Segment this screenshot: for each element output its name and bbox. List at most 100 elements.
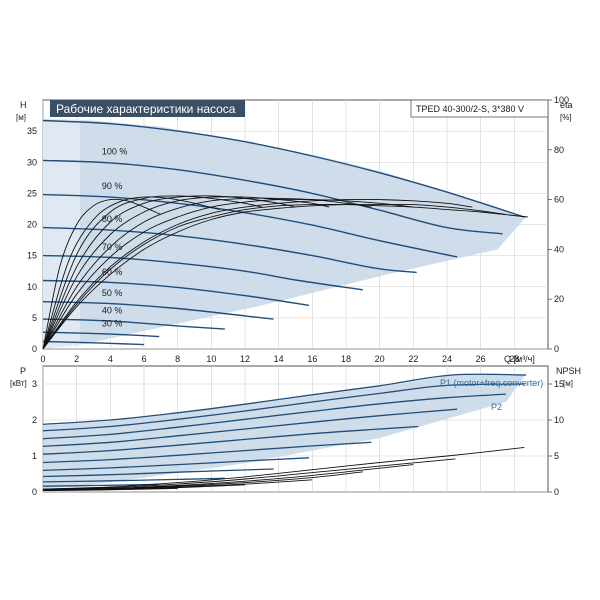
p2-annotation: P2 bbox=[491, 402, 502, 412]
head-axis-label: H bbox=[20, 100, 27, 110]
efficiency-curve bbox=[42, 204, 528, 350]
x-tick-label: 8 bbox=[175, 354, 180, 364]
y2-tick-label: 80 bbox=[554, 145, 564, 155]
head-curve bbox=[42, 340, 145, 346]
x-tick-label: 14 bbox=[274, 354, 284, 364]
y2-tick-label: 0 bbox=[554, 487, 559, 497]
speed-label: 90 % bbox=[102, 181, 123, 191]
y-tick-label: 25 bbox=[27, 188, 37, 198]
power-chart-ticks: 0 1 2 3 0 5 10 15 bbox=[32, 379, 564, 497]
title-bar bbox=[50, 100, 245, 117]
head-curve bbox=[42, 318, 225, 330]
pump-head-chart: 0 2 4 6 8 10 12 14 16 18 20 22 24 26 28051015202530350… bbox=[16, 95, 573, 364]
power-curve bbox=[42, 468, 274, 478]
x-tick-label: 20 bbox=[375, 354, 385, 364]
y-tick-label: 10 bbox=[27, 282, 37, 292]
efficiency-curve bbox=[42, 199, 473, 350]
efficiency-curve bbox=[42, 195, 296, 350]
power-axis-unit: [кВт] bbox=[10, 379, 27, 388]
efficiency-curve bbox=[42, 197, 372, 350]
efficiency-curve bbox=[42, 196, 330, 350]
y2-tick-label: 10 bbox=[554, 415, 564, 425]
x-tick-label: 4 bbox=[108, 354, 113, 364]
x-tick-label: 12 bbox=[240, 354, 250, 364]
y-tick-label: 35 bbox=[27, 126, 37, 136]
power-curve bbox=[42, 408, 458, 447]
y-tick-label: 0 bbox=[32, 487, 37, 497]
x-tick-label: 2 bbox=[74, 354, 79, 364]
x-tick-label: 28 bbox=[509, 354, 519, 364]
power-curve bbox=[42, 393, 506, 440]
power-operating-envelope bbox=[43, 373, 527, 489]
head-curve bbox=[42, 301, 274, 320]
head-curve bbox=[42, 119, 525, 218]
y-tick-label: 2 bbox=[32, 415, 37, 425]
y-tick-label: 0 bbox=[32, 344, 37, 354]
power-curve bbox=[42, 477, 225, 483]
head-curve bbox=[42, 254, 363, 291]
x-tick-label: 16 bbox=[307, 354, 317, 364]
x-tick-label: 10 bbox=[206, 354, 216, 364]
y2-tick-label: 5 bbox=[554, 451, 559, 461]
x-tick-label: 26 bbox=[476, 354, 486, 364]
speed-label: 70 % bbox=[102, 242, 123, 252]
y2-tick-label: 0 bbox=[554, 344, 559, 354]
y2-tick-label: 100 bbox=[554, 95, 569, 105]
speed-label: 40 % bbox=[102, 305, 123, 315]
speed-label: 50 % bbox=[102, 288, 123, 298]
speed-label: 80 % bbox=[102, 214, 123, 224]
npsh-axis-unit: [м] bbox=[563, 379, 573, 388]
head-curve bbox=[42, 331, 160, 338]
envelope-light-band bbox=[43, 118, 81, 349]
x-tick-label: 18 bbox=[341, 354, 351, 364]
power-curve bbox=[42, 373, 527, 425]
x-tick-label: 0 bbox=[40, 354, 45, 364]
x-tick-label: 22 bbox=[408, 354, 418, 364]
model-box bbox=[410, 99, 549, 118]
power-curve bbox=[42, 383, 525, 432]
efficiency-curve bbox=[42, 196, 220, 350]
head-axis-unit: [м] bbox=[16, 113, 26, 122]
head-chart-ticks: 0 2 4 6 8 10 12 14 16 18 20 22 24 26 28051015202530350… bbox=[27, 95, 569, 364]
model-label: TPED 40-300/2-S, 3*380 V bbox=[416, 104, 524, 114]
power-curves bbox=[42, 373, 527, 490]
x-tick-label: 24 bbox=[442, 354, 452, 364]
y-tick-label: 20 bbox=[27, 220, 37, 230]
y-tick-label: 15 bbox=[27, 251, 37, 261]
chart-title: Рабочие характеристики насоса bbox=[56, 102, 236, 116]
npsh-axis-label: NPSH bbox=[556, 366, 581, 376]
head-operating-envelope bbox=[43, 118, 527, 349]
y-tick-label: 1 bbox=[32, 451, 37, 461]
efficiency-curves bbox=[42, 195, 528, 350]
y2-tick-label: 40 bbox=[554, 244, 564, 254]
npsh-curve bbox=[42, 487, 178, 492]
power-curve bbox=[42, 425, 419, 455]
p1-annotation: P1 (motor+freq.converter) bbox=[440, 378, 543, 388]
npsh-curve bbox=[42, 446, 525, 490]
head-curves bbox=[42, 118, 525, 349]
speed-label: 30 % bbox=[102, 318, 123, 328]
y2-tick-label: 20 bbox=[554, 294, 564, 304]
head-curve bbox=[42, 226, 417, 274]
head-curve bbox=[42, 193, 458, 258]
efficiency-curve bbox=[42, 198, 414, 350]
efficiency-curve bbox=[42, 198, 161, 350]
y-tick-label: 5 bbox=[32, 313, 37, 323]
y-tick-label: 3 bbox=[32, 379, 37, 389]
speed-label: 60 % bbox=[102, 267, 123, 277]
head-curve bbox=[42, 159, 503, 235]
y2-tick-label: 15 bbox=[554, 379, 564, 389]
power-axis-label: P bbox=[20, 366, 26, 376]
npsh-curves bbox=[42, 446, 525, 492]
y2-tick-label: 60 bbox=[554, 195, 564, 205]
flow-axis-label: Q [м³/ч] bbox=[504, 354, 535, 364]
eta-axis-label: eta bbox=[560, 100, 573, 110]
power-curve bbox=[42, 457, 310, 472]
power-curve bbox=[42, 441, 372, 464]
power-npsh-chart: 0 1 2 3 0 5 10 15 P [кВт] NPSH [м] P1 (motor+fr… bbox=[10, 365, 581, 497]
npsh-curve bbox=[42, 458, 456, 490]
eta-axis-unit: [%] bbox=[560, 113, 572, 122]
efficiency-curve bbox=[42, 203, 506, 350]
speed-label: 100 % bbox=[102, 147, 128, 157]
